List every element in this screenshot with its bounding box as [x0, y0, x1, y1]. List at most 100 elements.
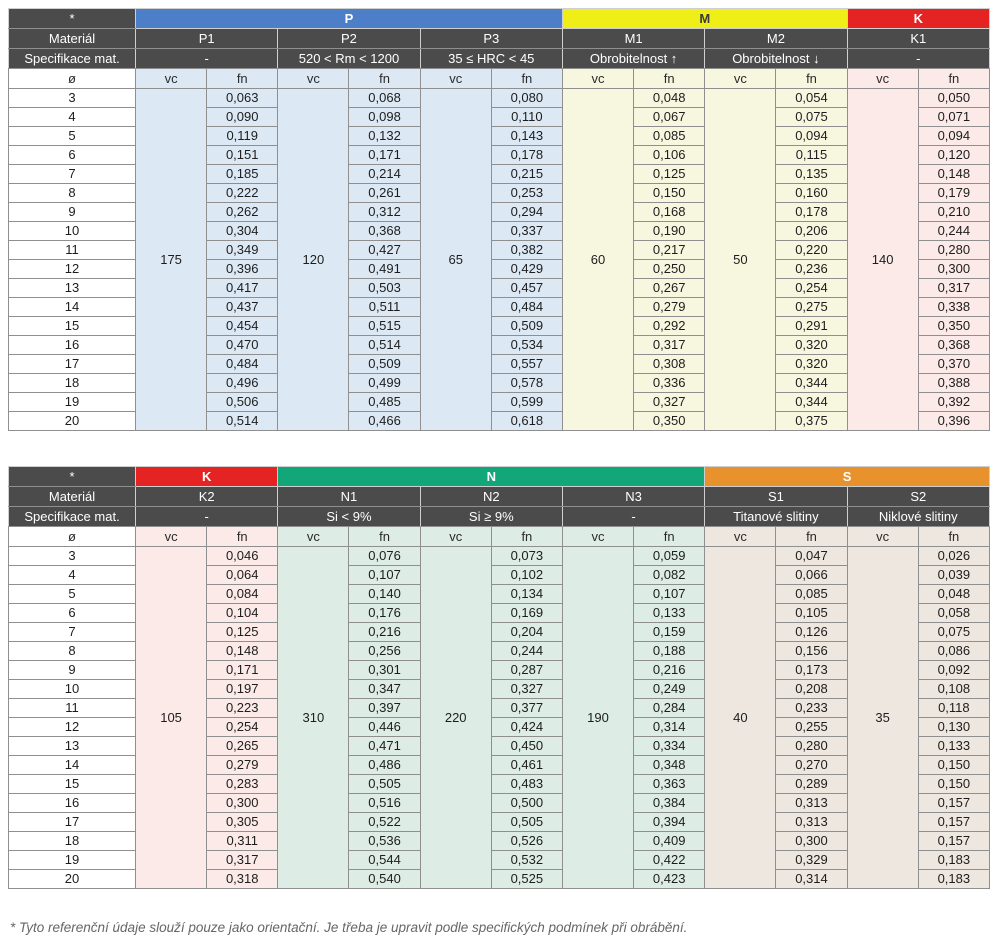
fn-value-P1: 0,222: [206, 183, 279, 203]
cutting-data-table-2: * K N S Materiál K2 N1 N2 N3 S1 S2 Specifikace mat.…: [8, 466, 991, 889]
fn-value-K1: 0,370: [917, 354, 991, 374]
fn-value-P1: 0,470: [206, 335, 279, 355]
fn-value-S1: 0,280: [775, 736, 848, 756]
fn-value-K1: 0,244: [917, 221, 991, 241]
material-M1: M1: [561, 28, 706, 49]
fn-value-N2: 0,377: [490, 698, 563, 718]
material-row-label: Materiál: [8, 28, 136, 49]
fn-header-K1: fn: [917, 68, 991, 89]
fn-value-K1: 0,280: [917, 240, 991, 260]
material-S1: S1: [704, 486, 848, 507]
fn-value-K1: 0,094: [917, 126, 991, 146]
fn-value-M2: 0,075: [775, 107, 848, 127]
fn-value-P2: 0,511: [348, 297, 421, 317]
fn-value-P2: 0,098: [348, 107, 421, 127]
fn-value-N3: 0,423: [633, 869, 706, 889]
table-row: 4 0,090 0,098 0,110 0,067 0,075 0,071: [8, 107, 991, 127]
fn-value-M1: 0,336: [633, 373, 706, 393]
fn-value-N1: 0,256: [348, 641, 421, 661]
fn-value-P3: 0,457: [490, 278, 563, 298]
fn-value-P2: 0,214: [348, 164, 421, 184]
fn-value-K1: 0,300: [917, 259, 991, 279]
fn-value-N3: 0,216: [633, 660, 706, 680]
fn-value-N2: 0,169: [490, 603, 563, 623]
diameter-cell: 7: [8, 622, 136, 642]
fn-value-S1: 0,047: [775, 546, 848, 566]
fn-value-P3: 0,429: [490, 259, 563, 279]
fn-value-K1: 0,179: [917, 183, 991, 203]
fn-value-P1: 0,484: [206, 354, 279, 374]
fn-value-M1: 0,217: [633, 240, 706, 260]
table-row: 14 0,437 0,511 0,484 0,279 0,275 0,338: [8, 297, 991, 317]
group-header-N: N: [277, 466, 706, 487]
fn-value-M2: 0,291: [775, 316, 848, 336]
fn-value-S1: 0,300: [775, 831, 848, 851]
table-row: 5 0,119 0,132 0,143 0,085 0,094 0,094: [8, 126, 991, 146]
diameter-cell: 14: [8, 297, 136, 317]
vc-value-P1: 175: [134, 88, 208, 431]
fn-value-S1: 0,233: [775, 698, 848, 718]
fn-value-K1: 0,050: [917, 88, 991, 108]
spec-S2: Niklové slitiny: [846, 506, 991, 527]
fn-value-M2: 0,094: [775, 126, 848, 146]
fn-value-P2: 0,132: [348, 126, 421, 146]
diameter-cell: 8: [8, 641, 136, 661]
fn-value-K1: 0,338: [917, 297, 991, 317]
table-row: 15 0,283 0,505 0,483 0,363 0,289 0,150: [8, 774, 991, 794]
fn-value-P1: 0,437: [206, 297, 279, 317]
diameter-cell: 4: [8, 107, 136, 127]
table-row: 11 0,223 0,397 0,377 0,284 0,233 0,118: [8, 698, 991, 718]
material-row-label: Materiál: [8, 486, 136, 507]
fn-value-P1: 0,090: [206, 107, 279, 127]
fn-value-P1: 0,262: [206, 202, 279, 222]
fn-value-N2: 0,424: [490, 717, 563, 737]
table-row: 16 0,470 0,514 0,534 0,317 0,320 0,368: [8, 335, 991, 355]
table-row: 20 0,514 0,466 0,618 0,350 0,375 0,396: [8, 411, 991, 431]
fn-value-P1: 0,151: [206, 145, 279, 165]
fn-value-N3: 0,363: [633, 774, 706, 794]
fn-value-S1: 0,105: [775, 603, 848, 623]
fn-value-P3: 0,253: [490, 183, 563, 203]
diameter-cell: 9: [8, 202, 136, 222]
fn-value-P2: 0,068: [348, 88, 421, 108]
group-header-M: M: [561, 8, 848, 29]
fn-value-P2: 0,171: [348, 145, 421, 165]
fn-value-N1: 0,540: [348, 869, 421, 889]
fn-value-N3: 0,334: [633, 736, 706, 756]
vc-header-N3: vc: [561, 526, 635, 547]
fn-value-S1: 0,313: [775, 812, 848, 832]
fn-value-K1: 0,350: [917, 316, 991, 336]
diameter-cell: 3: [8, 88, 136, 108]
fn-value-M1: 0,250: [633, 259, 706, 279]
diameter-cell: 20: [8, 869, 136, 889]
diameter-cell: 14: [8, 755, 136, 775]
fn-value-K2: 0,171: [206, 660, 279, 680]
material-K1: K1: [846, 28, 991, 49]
table-row: 12 0,396 0,491 0,429 0,250 0,236 0,300: [8, 259, 991, 279]
table-row: 8 0,148 0,256 0,244 0,188 0,156 0,086: [8, 641, 991, 661]
spec-S1: Titanové slitiny: [704, 506, 848, 527]
fn-value-M1: 0,048: [633, 88, 706, 108]
fn-value-P3: 0,215: [490, 164, 563, 184]
fn-value-K2: 0,223: [206, 698, 279, 718]
diameter-cell: 19: [8, 392, 136, 412]
fn-value-P3: 0,509: [490, 316, 563, 336]
fn-value-N1: 0,536: [348, 831, 421, 851]
fn-value-P2: 0,509: [348, 354, 421, 374]
fn-value-S1: 0,289: [775, 774, 848, 794]
fn-value-N2: 0,244: [490, 641, 563, 661]
fn-value-M2: 0,320: [775, 335, 848, 355]
table-row: 13 0,417 0,503 0,457 0,267 0,254 0,317: [8, 278, 991, 298]
spec-N1: Si < 9%: [277, 506, 421, 527]
fn-value-K2: 0,311: [206, 831, 279, 851]
diameter-cell: 10: [8, 221, 136, 241]
material-K2: K2: [134, 486, 279, 507]
fn-value-K2: 0,197: [206, 679, 279, 699]
fn-value-P2: 0,499: [348, 373, 421, 393]
table-row: 10 0,197 0,347 0,327 0,249 0,208 0,108: [8, 679, 991, 699]
spec-N2: Si ≥ 9%: [419, 506, 563, 527]
vc-header-K1: vc: [846, 68, 919, 89]
fn-header-N1: fn: [348, 526, 421, 547]
diameter-cell: 18: [8, 831, 136, 851]
fn-value-M2: 0,320: [775, 354, 848, 374]
